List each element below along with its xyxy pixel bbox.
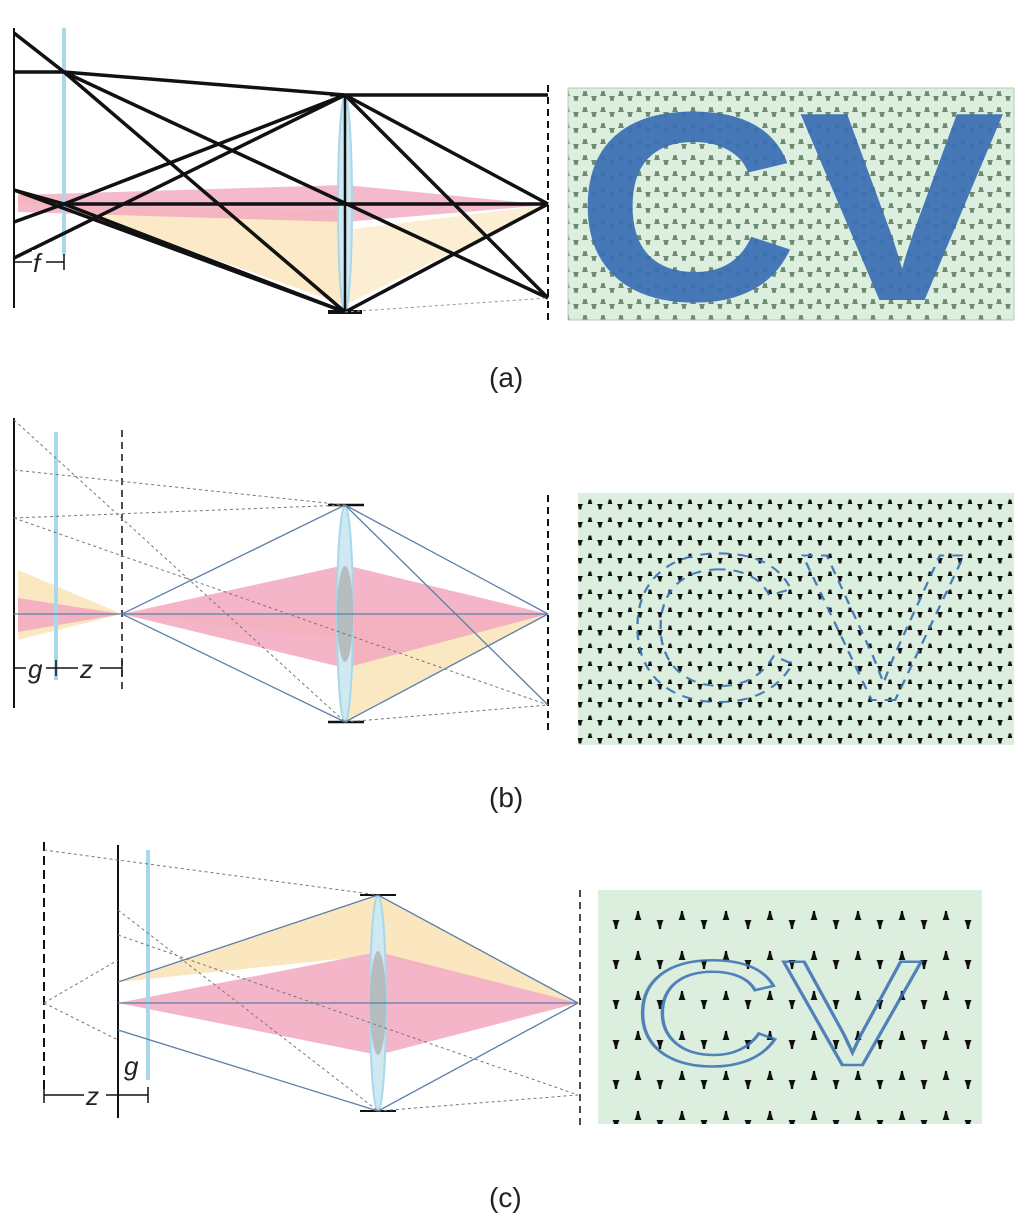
panel-b-z-bg bbox=[78, 655, 100, 681]
panel-c-lenslet-image: CV bbox=[598, 890, 982, 1124]
panel-b-thin-rays bbox=[13, 419, 549, 723]
panel-a-f-bg bbox=[32, 250, 46, 276]
panel-b-image-letters: CV bbox=[625, 510, 965, 745]
panel-b-g-bg bbox=[26, 655, 46, 681]
panel-b-pink-cone-left bbox=[18, 598, 122, 632]
panel-c-ray-diagram: z g bbox=[43, 842, 581, 1125]
panel-b-ray-diagram: g z bbox=[13, 418, 549, 735]
panel-c-image-letters: CV bbox=[632, 929, 922, 1097]
panel-a-f-label: f bbox=[33, 248, 43, 278]
panel-a-lenslet-image: CV bbox=[567, 57, 1015, 358]
panel-c-rays bbox=[117, 894, 579, 1112]
panel-b-z-label: z bbox=[79, 654, 93, 684]
panel-c-g-label: g bbox=[124, 1051, 139, 1081]
panel-a-image-letters: CV bbox=[575, 57, 1007, 358]
panel-a-thin-ray bbox=[344, 297, 549, 313]
panel-c-thin-rays bbox=[43, 849, 579, 1112]
panel-c-yellow-cone bbox=[118, 895, 578, 1003]
panel-b-lenslet-image: CV bbox=[578, 493, 1014, 746]
panel-c-caption: (c) bbox=[489, 1182, 522, 1213]
panel-b-caption: (b) bbox=[489, 782, 524, 813]
panel-c-z-label: z bbox=[85, 1081, 99, 1111]
panel-b-pink-cone bbox=[122, 565, 548, 668]
panel-b-rays bbox=[14, 504, 549, 723]
panel-a-ray-diagram: f bbox=[12, 28, 550, 325]
panel-a-caption: (a) bbox=[489, 362, 524, 393]
panel-b-g-label: g bbox=[28, 654, 43, 684]
panel-a-rays bbox=[12, 31, 550, 314]
panel-c-z-bg bbox=[84, 1082, 106, 1108]
